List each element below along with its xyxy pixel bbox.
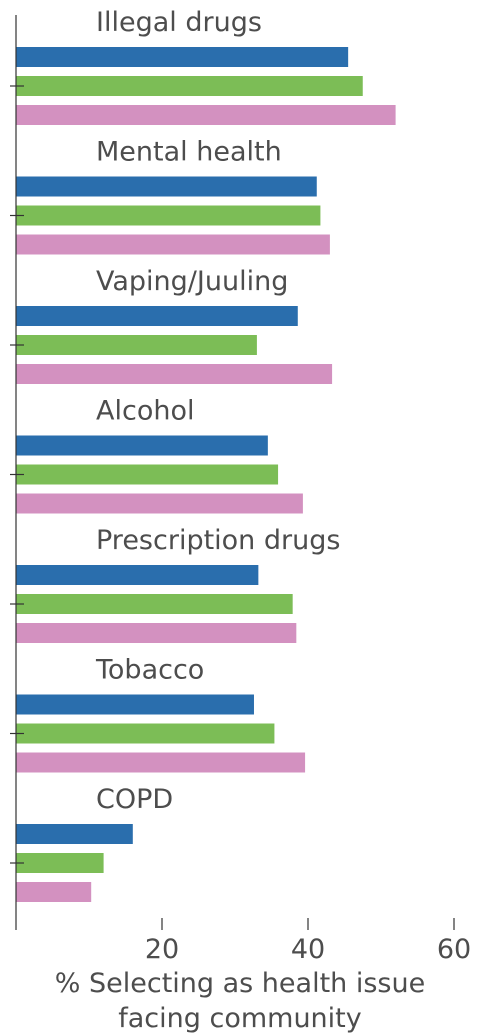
bar — [16, 435, 268, 456]
category-group: Vaping/Juuling — [10, 266, 333, 384]
x-tick-label: 60 — [437, 934, 471, 965]
bar — [16, 464, 279, 485]
bar — [16, 623, 297, 643]
bar — [16, 76, 363, 96]
bar — [16, 364, 333, 384]
category-label: Illegal drugs — [96, 7, 262, 38]
category-group: Prescription drugs — [10, 525, 340, 643]
x-tick-label: 40 — [291, 934, 325, 965]
bar — [16, 694, 254, 715]
bar — [16, 306, 298, 326]
bar — [16, 105, 396, 125]
bar — [16, 234, 330, 255]
category-group: Alcohol — [10, 396, 303, 514]
bar — [16, 205, 321, 226]
x-axis-title-line-2: facing community — [118, 1003, 362, 1034]
categories: Illegal drugs Mental health Vaping/Juuling… — [10, 7, 396, 902]
bar — [16, 824, 133, 844]
bar — [16, 882, 92, 902]
bar — [16, 176, 317, 197]
bar — [16, 723, 275, 744]
category-group: Tobacco — [10, 655, 306, 773]
category-label: COPD — [96, 784, 173, 815]
category-label: Alcohol — [96, 396, 194, 427]
category-label: Mental health — [96, 137, 282, 168]
category-group: Illegal drugs — [10, 7, 396, 125]
bar — [16, 493, 303, 514]
category-label: Prescription drugs — [96, 525, 340, 556]
category-label: Vaping/Juuling — [96, 266, 288, 297]
bar — [16, 853, 104, 873]
x-axis-ticks: 20 40 60 — [145, 918, 471, 965]
x-tick-label: 20 — [145, 934, 179, 965]
bar — [16, 752, 306, 773]
bar — [16, 594, 293, 614]
bar — [16, 565, 259, 585]
x-axis-title-line-1: % Selecting as health issue — [55, 968, 425, 999]
category-label: Tobacco — [95, 655, 204, 686]
category-group: COPD — [10, 784, 173, 902]
bar — [16, 47, 349, 67]
bar — [16, 335, 257, 355]
category-group: Mental health — [10, 137, 330, 255]
